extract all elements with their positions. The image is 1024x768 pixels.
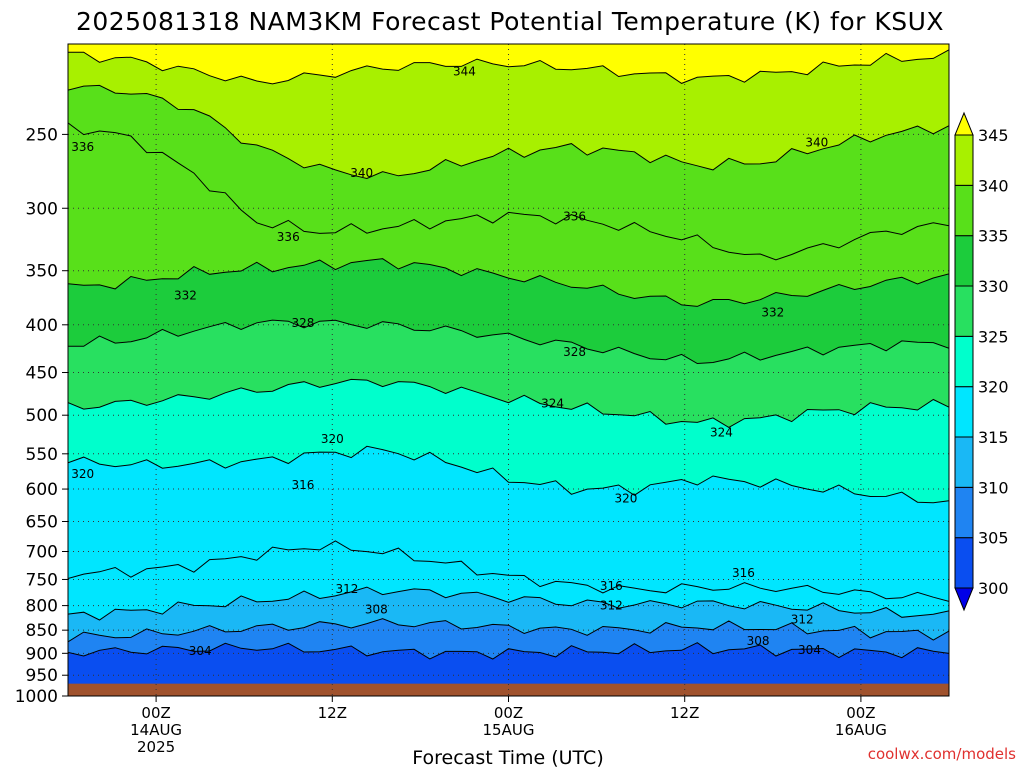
isentrope-332 xyxy=(68,258,949,307)
contour-label-308: 308 xyxy=(747,634,770,648)
contour-label-312: 312 xyxy=(791,613,814,627)
isentrope-320 xyxy=(68,445,949,504)
chart-title: 2025081318 NAM3KM Forecast Potential Tem… xyxy=(76,7,944,36)
isentrope-308 xyxy=(68,618,949,643)
y-tick-label: 900 xyxy=(26,644,58,664)
x-tick-label: 15AUG xyxy=(483,721,535,739)
y-tick-label: 300 xyxy=(26,199,58,219)
y-tick-label: 950 xyxy=(26,666,58,686)
contour-labels: 344 340 340 336 336 336 332 332 328 328 324 324 320 3… xyxy=(71,64,828,658)
colorbar-label: 300 xyxy=(978,579,1009,598)
contour-label-320: 320 xyxy=(615,491,638,505)
contour-label-340: 340 xyxy=(805,135,828,149)
x-tick-label: 14AUG xyxy=(130,721,182,739)
y-tick-label: 500 xyxy=(26,406,58,426)
contour-label-328: 328 xyxy=(563,345,586,359)
isentrope-304 xyxy=(68,642,949,660)
contour-label-312: 312 xyxy=(336,582,359,596)
colorbar-label: 340 xyxy=(978,176,1009,195)
colorbar-label: 315 xyxy=(978,428,1009,447)
isentrope-344 xyxy=(68,49,949,85)
x-axis-label: Forecast Time (UTC) xyxy=(412,747,603,768)
colorbar-segment xyxy=(954,134,974,186)
colorbar-segment xyxy=(954,285,974,337)
colorbar-label: 305 xyxy=(978,529,1009,548)
y-tick-label: 650 xyxy=(26,512,58,532)
contour-label-304: 304 xyxy=(798,643,821,657)
y-tick-label: 400 xyxy=(26,316,58,336)
x-tick-label: 12Z xyxy=(670,704,699,722)
contour-label-308: 308 xyxy=(365,603,388,617)
isentrope-contours xyxy=(68,49,949,660)
isentrope-336 xyxy=(68,122,949,261)
y-tick-label: 700 xyxy=(26,543,58,563)
contour-label-336: 336 xyxy=(277,230,300,244)
contour-label-324: 324 xyxy=(541,397,564,411)
x-tick-label: 12Z xyxy=(318,704,347,722)
colorbar-segment xyxy=(954,386,974,438)
colorbar-segment xyxy=(954,486,974,539)
filled-contour-bands xyxy=(68,44,949,696)
y-tick-label: 250 xyxy=(26,125,58,145)
x-tick-label: 00Z xyxy=(846,704,875,722)
colorbar-segment xyxy=(954,436,974,488)
credit-text[interactable]: coolwx.com/models xyxy=(868,745,1016,763)
contour-label-328: 328 xyxy=(291,316,314,330)
contour-label-304: 304 xyxy=(189,644,212,658)
colorbar-segment xyxy=(954,335,974,388)
contour-label-340: 340 xyxy=(350,166,373,180)
colorbar-label: 335 xyxy=(978,227,1009,246)
colorbar-label: 310 xyxy=(978,478,1009,497)
colorbar-label: 330 xyxy=(978,277,1009,296)
colorbar-label: 325 xyxy=(978,327,1009,346)
y-tick-label: 550 xyxy=(26,445,58,465)
x-tick-label: 00Z xyxy=(494,704,523,722)
colorbar-segment xyxy=(954,235,974,287)
colorbar-segment xyxy=(954,537,974,589)
y-tick-label: 750 xyxy=(26,570,58,590)
y-tick-label: 1000 xyxy=(15,687,58,707)
contour-label-320: 320 xyxy=(321,432,344,446)
x-tick-label: 16AUG xyxy=(835,721,887,739)
x-tick-label: 00Z xyxy=(141,704,170,722)
contour-label-312: 312 xyxy=(600,599,623,613)
contour-label-332: 332 xyxy=(761,305,784,319)
grid-lines xyxy=(68,44,949,696)
x-tick-label: 2025 xyxy=(137,738,175,756)
y-tick-label: 850 xyxy=(26,621,58,641)
colorbar-low-arrow xyxy=(954,587,974,612)
colorbar-legend: 300 305 310 315 320 325 330 335 340 345 xyxy=(954,111,1009,612)
y-tick-label: 600 xyxy=(26,480,58,500)
colorbar-high-arrow xyxy=(954,111,974,136)
contour-label-332: 332 xyxy=(174,288,197,302)
isentrope-316 xyxy=(68,540,949,602)
contour-label-324: 324 xyxy=(710,426,733,440)
colorbar-segment xyxy=(954,184,974,237)
colorbar-label: 320 xyxy=(978,378,1009,397)
contour-label-316: 316 xyxy=(291,478,314,492)
isentrope-340 xyxy=(68,84,949,180)
isentrope-324 xyxy=(68,378,949,428)
y-tick-label: 350 xyxy=(26,262,58,282)
isentrope-312 xyxy=(68,586,949,621)
y-tick-label: 800 xyxy=(26,597,58,617)
isentrope-328 xyxy=(68,319,949,365)
y-tick-label: 450 xyxy=(26,364,58,384)
contour-label-336: 336 xyxy=(71,140,94,154)
contour-label-336: 336 xyxy=(563,209,586,223)
contour-label-316: 316 xyxy=(732,566,755,580)
pressure-axis: 250 300 350 400 450 500 550 600 650 700 750 800 850 9… xyxy=(15,125,68,707)
contour-label-320: 320 xyxy=(71,467,94,481)
colorbar-label: 345 xyxy=(978,126,1009,145)
contour-label-316: 316 xyxy=(600,579,623,593)
contour-label-344: 344 xyxy=(453,64,476,78)
